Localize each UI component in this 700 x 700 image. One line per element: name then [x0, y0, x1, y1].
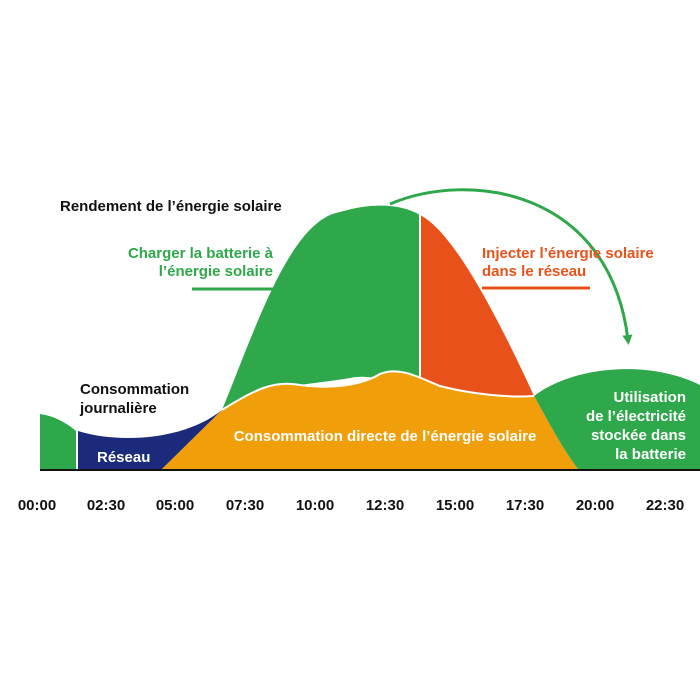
- battery-use-right-area: [534, 369, 700, 469]
- direct-consumption-label: Consommation directe de l’énergie solair…: [234, 428, 537, 445]
- consumption-label-line1: Consommation: [80, 381, 189, 398]
- tick-label: 07:30: [226, 497, 264, 514]
- grid-injection-area: [420, 215, 534, 400]
- transfer-arrow: [389, 188, 633, 345]
- stored-label-line1: Utilisation: [613, 389, 686, 406]
- tick-label: 05:00: [156, 497, 194, 514]
- solar-charge-area: [222, 205, 420, 410]
- direct-consumption-area: [162, 371, 578, 469]
- stored-label-line3: stockée dans: [591, 427, 686, 444]
- grid-label: Réseau: [97, 449, 150, 466]
- battery-use-left-area: [40, 414, 76, 469]
- tick-label: 10:00: [296, 497, 334, 514]
- inject-label-line1: Injecter l’énergie solaire: [482, 245, 654, 262]
- consumption-outline: [221, 370, 535, 411]
- x-axis-ticks: 00:00 02:30 05:00 07:30 10:00 12:30 15:0…: [18, 497, 684, 514]
- consumption-label-line2: journalière: [79, 400, 157, 417]
- tick-label: 15:00: [436, 497, 474, 514]
- tick-label: 17:30: [506, 497, 544, 514]
- inject-label-line2: dans le réseau: [482, 263, 586, 280]
- grid-area: [78, 410, 222, 469]
- yield-label: Rendement de l’énergie solaire: [60, 198, 282, 215]
- stored-label-line4: la batterie: [615, 446, 686, 463]
- tick-label: 22:30: [646, 497, 684, 514]
- tick-label: 02:30: [87, 497, 125, 514]
- charge-label-line2: l’énergie solaire: [159, 263, 273, 280]
- tick-label: 20:00: [576, 497, 614, 514]
- stored-label-line2: de l’électricité: [586, 408, 686, 425]
- tick-label: 00:00: [18, 497, 56, 514]
- charge-label-line1: Charger la batterie à: [128, 245, 274, 262]
- tick-label: 12:30: [366, 497, 404, 514]
